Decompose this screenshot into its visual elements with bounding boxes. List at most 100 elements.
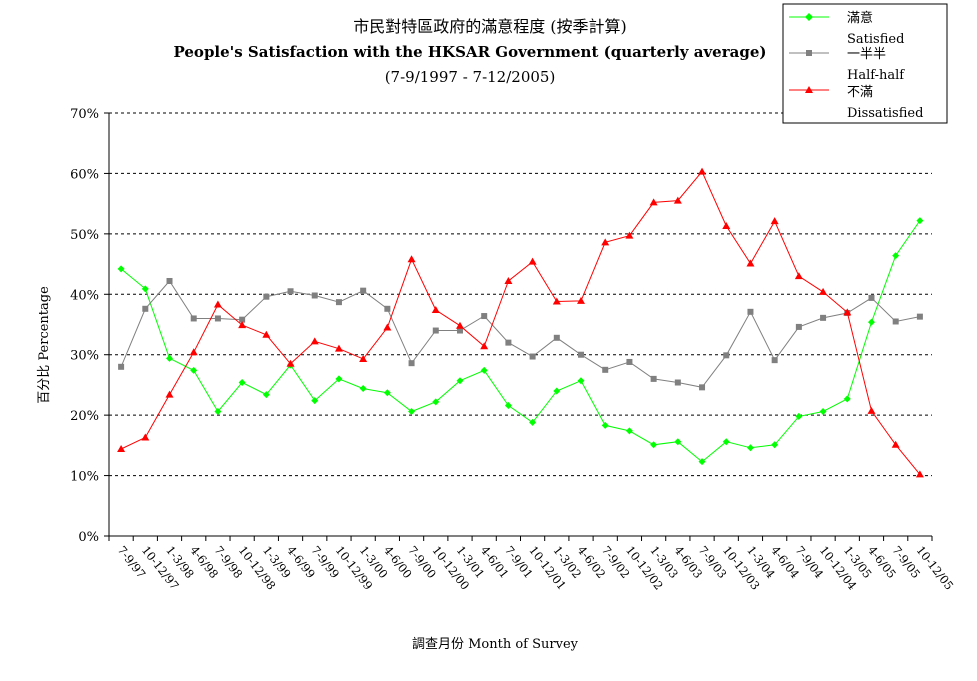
legend-item-half-half: 一半半 Half-half (789, 47, 905, 83)
data-point (649, 198, 658, 206)
data-point (916, 313, 923, 320)
data-point (239, 316, 246, 323)
data-point (747, 308, 754, 315)
data-point (384, 305, 391, 312)
data-point (892, 252, 900, 260)
y-axis-label: 百分比 Percentage (37, 286, 52, 404)
data-point (456, 377, 464, 385)
data-point (165, 390, 174, 398)
data-point (771, 441, 779, 449)
data-point (481, 313, 488, 320)
data-point (480, 342, 489, 350)
legend-item-dissatisfied: 不滿 Dissatisfied (789, 84, 923, 121)
data-point (892, 318, 899, 325)
data-point (868, 294, 875, 301)
data-point (214, 315, 221, 322)
data-point (407, 255, 416, 263)
data-point (698, 167, 707, 175)
y-tick-label: 0% (78, 530, 99, 545)
data-point (673, 196, 682, 204)
data-point (286, 359, 295, 367)
y-tick-label: 70% (70, 107, 99, 122)
data-point (578, 351, 585, 358)
data-point (310, 337, 319, 345)
data-point (190, 315, 197, 322)
data-point (189, 348, 198, 356)
data-point (431, 305, 440, 313)
data-point (529, 418, 537, 426)
data-point (141, 433, 150, 441)
data-point (383, 323, 392, 331)
y-tick-label: 50% (70, 228, 99, 243)
data-point (141, 285, 149, 293)
data-point (213, 300, 222, 308)
data-point (335, 299, 342, 306)
data-point (262, 330, 271, 338)
data-point (867, 406, 876, 414)
data-point (577, 296, 586, 304)
data-point (287, 288, 294, 295)
data-point (602, 366, 609, 373)
data-point (625, 427, 633, 435)
data-point (455, 321, 464, 329)
data-point (528, 257, 537, 265)
data-point (118, 363, 125, 370)
legend-box (782, 3, 948, 124)
data-point (432, 398, 440, 406)
axes (104, 112, 933, 541)
series-dissatisfied (117, 167, 924, 478)
data-point (867, 318, 875, 326)
data-point (698, 458, 706, 466)
x-axis-label: 調查月份 Month of Survey (412, 637, 579, 652)
chart-title-chinese: 市民對特區政府的滿意程度 (按季計算) (353, 17, 627, 36)
y-tick-labels: 0% 10% 20% 30% 40% 50% 60% 70% (70, 107, 99, 545)
x-tick-labels: 7-9/9710-12/971-3/984-6/987-9/9810-12/98… (115, 543, 957, 592)
data-point (843, 308, 852, 316)
data-point (117, 444, 126, 452)
data-point (674, 438, 682, 446)
data-point (795, 323, 802, 330)
data-point (553, 387, 561, 395)
data-point (383, 389, 391, 397)
legend-label-dissatisfied-en: Dissatisfied (847, 106, 923, 121)
data-point (408, 408, 416, 416)
y-tick-label: 40% (70, 288, 99, 303)
data-point (552, 297, 561, 305)
data-point (795, 412, 803, 420)
legend-label-half-zh: 一半半 (847, 47, 886, 62)
data-point (916, 217, 924, 225)
data-point (819, 408, 827, 416)
y-tick-label: 20% (70, 409, 99, 424)
chart-date-range: (7-9/1997 - 7-12/2005) (385, 68, 556, 86)
series-half-half (118, 277, 923, 391)
data-point (771, 357, 778, 364)
legend-label-satisfied-zh: 滿意 (847, 10, 873, 26)
data-point (794, 272, 803, 280)
gridlines (109, 112, 932, 477)
legend-label-dissatisfied-zh: 不滿 (847, 84, 873, 100)
data-point (142, 305, 149, 312)
data-point (408, 360, 415, 367)
series-line (120, 280, 920, 388)
data-point (238, 321, 247, 329)
data-point (335, 375, 343, 383)
legend-item-satisfied: 滿意 Satisfied (789, 10, 904, 47)
data-point (650, 441, 658, 449)
data-point (504, 276, 513, 284)
data-point (699, 384, 706, 391)
data-point (311, 397, 319, 405)
data-point (601, 238, 610, 246)
data-point (456, 327, 463, 334)
data-point (674, 379, 681, 386)
data-point (626, 358, 633, 365)
data-point (166, 277, 173, 284)
legend-label-half-en: Half-half (847, 68, 905, 83)
data-point (360, 287, 367, 294)
data-point (311, 292, 318, 299)
data-point (166, 354, 174, 362)
series (117, 167, 924, 478)
legend-label-satisfied-en: Satisfied (847, 32, 904, 47)
legend: 滿意 Satisfied 一半半 Half-half 不滿 Dissatisfi… (782, 3, 948, 124)
data-point (722, 438, 730, 446)
